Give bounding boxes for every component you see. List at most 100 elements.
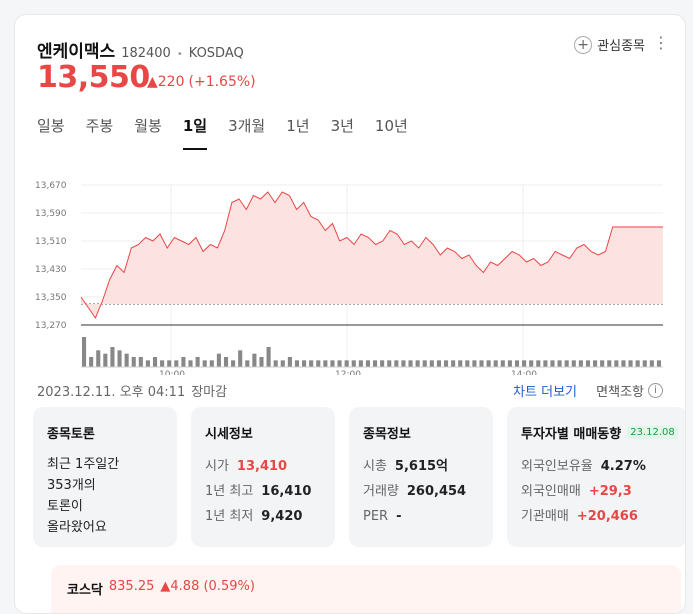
investor-box[interactable]: 투자자별 매매동향 23.12.08 외국인보유율 4.27% 외국인매매 +29,… — [507, 407, 685, 547]
volume-bar — [514, 360, 520, 367]
volume-bar — [82, 337, 87, 367]
change-absolute: ▲220 — [147, 74, 185, 90]
volume-bar — [415, 360, 420, 367]
tab-1day[interactable]: 1일 — [182, 115, 208, 150]
volume-bar — [593, 360, 598, 367]
index-change: ▲4.88 (0.59%) — [160, 579, 255, 594]
disclaimer-link[interactable]: 면책조항 i — [596, 381, 663, 400]
volume-bar — [351, 360, 356, 367]
volume-bar — [614, 360, 619, 367]
favorite-label: 관심종목 — [597, 39, 645, 54]
stock-name[interactable]: 엔케이맥스 — [37, 42, 116, 62]
info-row: 기관매매 +20,466 — [521, 504, 673, 529]
volume-bar — [365, 360, 370, 367]
index-name: 코스닥 — [67, 583, 103, 598]
stock-info-box[interactable]: 종목정보 시총 5,615억 거래량 260,454 PER - — [349, 407, 493, 547]
stock-info-title: 종목정보 — [363, 427, 411, 442]
discussion-line: 최근 1주일간 — [47, 457, 120, 472]
volume-bar — [266, 347, 271, 367]
volume-bar — [550, 360, 555, 367]
volume-bar — [131, 357, 136, 367]
y-tick-label: 13,350 — [35, 293, 67, 303]
volume-bar — [316, 360, 321, 367]
volume-bar — [394, 360, 399, 367]
volume-bar — [280, 360, 285, 367]
tab-3month[interactable]: 3개월 — [228, 117, 266, 135]
row-value: 260,454 — [406, 484, 467, 499]
tab-monthly[interactable]: 월봉 — [134, 117, 162, 135]
volume-bar — [500, 360, 505, 367]
info-row: PER - — [363, 504, 479, 529]
info-row: 시총 5,615억 — [363, 454, 479, 479]
x-tick-label: 14:00 — [511, 370, 537, 375]
row-label: PER — [363, 509, 389, 524]
disclaimer-label: 면책조항 — [596, 385, 644, 400]
row-value: 16,410 — [261, 484, 312, 499]
volume-bar — [571, 360, 576, 367]
tab-1year[interactable]: 1년 — [286, 117, 310, 135]
discussion-line: 353개의 — [47, 478, 96, 493]
volume-bar — [252, 353, 257, 367]
volume-bar — [238, 350, 243, 367]
change-percent: (+1.65%) — [188, 74, 256, 90]
row-label: 외국인매매 — [521, 484, 581, 499]
volume-bar — [181, 357, 186, 367]
volume-bar — [656, 360, 661, 367]
row-label: 1년 최고 — [205, 484, 254, 499]
row-value: 5,615억 — [394, 459, 449, 474]
y-tick-label: 13,270 — [35, 321, 67, 331]
discussion-title: 종목토론 — [47, 427, 95, 442]
volume-bar — [89, 357, 94, 367]
y-tick-label: 13,510 — [35, 237, 67, 247]
row-value: +29,3 — [588, 484, 632, 499]
intraday-price-chart[interactable]: 13,670 13,590 13,510 13,430 13,350 13,270 10:0… — [33, 165, 673, 375]
volume-bar — [152, 357, 158, 367]
kosdaq-index-bar[interactable]: 코스닥 835.25 ▲4.88 (0.59%) — [51, 565, 681, 613]
volume-bar — [273, 360, 278, 367]
volume-bar — [557, 360, 562, 367]
volume-bar — [408, 360, 413, 367]
volume-bar — [195, 357, 200, 367]
period-tabs: 일봉 주봉 월봉 1일 3개월 1년 3년 10년 — [37, 115, 429, 150]
row-label: 시총 — [363, 459, 387, 474]
investor-date-tag: 23.12.08 — [627, 426, 678, 439]
volume-bar — [443, 360, 449, 367]
info-row: 1년 최고 16,410 — [205, 479, 321, 504]
discussion-line: 올라왔어요 — [47, 520, 107, 535]
volume-bar — [216, 353, 221, 367]
volume-bar — [209, 360, 214, 367]
volume-bar — [358, 360, 363, 367]
volume-bar — [323, 360, 328, 367]
row-label: 기관매매 — [521, 509, 569, 524]
tab-3year[interactable]: 3년 — [330, 117, 354, 135]
info-row: 1년 최저 9,420 — [205, 504, 321, 529]
tab-daily[interactable]: 일봉 — [37, 117, 65, 135]
volume-bar — [145, 360, 150, 367]
more-options-icon[interactable]: ⋮ — [653, 33, 669, 52]
price-info-box[interactable]: 시세정보 시가 13,410 1년 최고 16,410 1년 최저 9,420 — [191, 407, 335, 547]
chart-more-link[interactable]: 차트 더보기 — [513, 385, 577, 400]
index-value: 835.25 — [108, 579, 155, 594]
favorite-button[interactable]: + 관심종목 — [574, 35, 645, 54]
volume-bar — [600, 360, 605, 367]
tab-10year[interactable]: 10년 — [374, 117, 408, 135]
volume-bar — [522, 360, 527, 367]
price-area-fill — [81, 192, 663, 318]
tab-weekly[interactable]: 주봉 — [85, 117, 114, 135]
volume-bar — [564, 360, 569, 367]
volume-bar — [344, 360, 349, 367]
discussion-line: 토론이 — [47, 499, 83, 514]
discussion-box[interactable]: 종목토론 최근 1주일간 353개의 토론이 올라왔어요 — [33, 407, 177, 547]
volume-bar — [507, 360, 512, 367]
volume-bar — [231, 360, 236, 367]
row-value: 13,410 — [236, 459, 288, 474]
volume-bar — [529, 360, 534, 367]
volume-bar — [479, 360, 484, 367]
row-value: +20,466 — [576, 509, 638, 524]
y-tick-label: 13,670 — [35, 181, 67, 191]
info-row: 거래량 260,454 — [363, 479, 479, 504]
price-change: ▲220 (+1.65%) — [147, 74, 256, 90]
volume-bar — [188, 360, 193, 367]
volume-bar — [472, 360, 477, 367]
market-name: KOSDAQ — [188, 46, 244, 61]
